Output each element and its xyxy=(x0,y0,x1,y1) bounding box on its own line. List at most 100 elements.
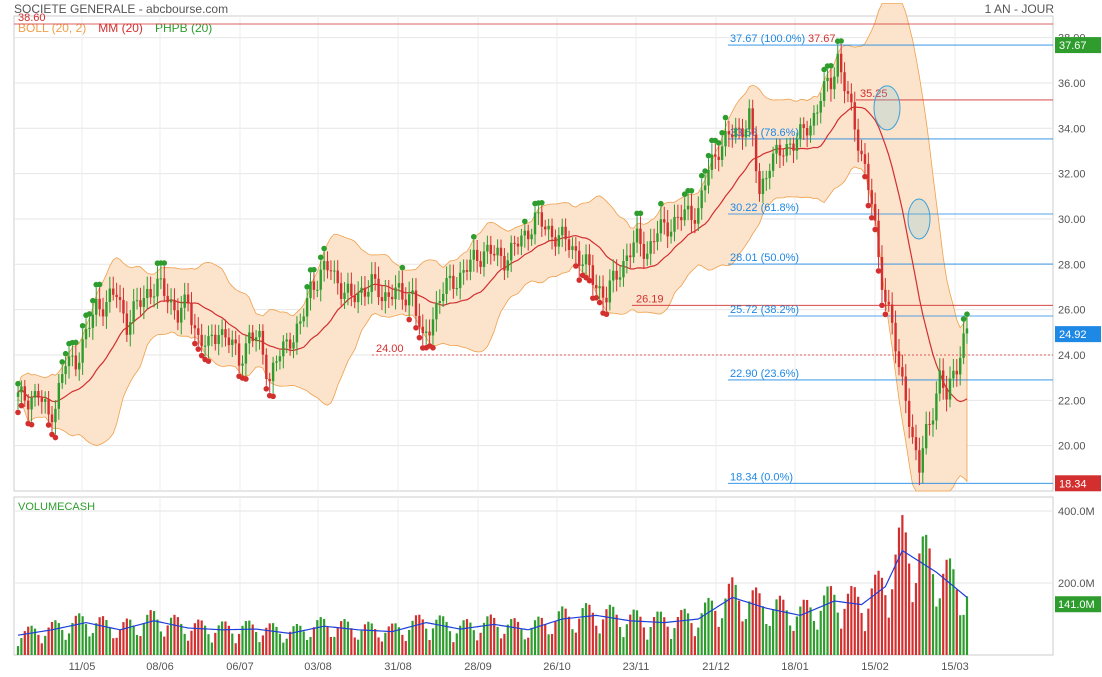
candle-body xyxy=(778,144,782,156)
candle-body xyxy=(673,216,676,232)
candle-body xyxy=(112,288,115,295)
phpb-high-dot xyxy=(470,233,477,240)
volume-bar xyxy=(625,624,628,655)
candle-body xyxy=(591,265,595,286)
volume-bar xyxy=(152,611,156,655)
volume-bar xyxy=(843,608,846,655)
candle-body xyxy=(139,300,142,307)
candle-body xyxy=(234,339,237,344)
volume-bar xyxy=(710,600,713,655)
fib-label: 18.34 (0.0%) xyxy=(730,471,793,483)
volume-bar xyxy=(71,622,74,655)
volume-bar xyxy=(578,618,581,655)
volume-bar xyxy=(186,640,190,655)
volume-bar xyxy=(874,574,877,655)
x-tick-label: 03/08 xyxy=(304,661,332,673)
volume-bar xyxy=(227,625,230,655)
volume-bar xyxy=(891,589,894,655)
volume-bar xyxy=(489,614,492,655)
price-tag-label: 18.34 xyxy=(1059,478,1087,490)
volume-bar xyxy=(812,620,816,655)
candle-body xyxy=(244,343,248,364)
candle-body xyxy=(894,322,897,352)
volume-bar xyxy=(27,626,30,655)
phpb-high-dot xyxy=(304,284,310,290)
phpb-high-dot xyxy=(90,297,96,304)
candle-body xyxy=(550,225,554,238)
volume-bar xyxy=(802,599,805,655)
volume-bar xyxy=(244,621,247,655)
volume-bar xyxy=(261,635,265,655)
volume-bar xyxy=(391,623,394,655)
candle-body xyxy=(411,290,414,295)
volume-bar xyxy=(731,577,734,655)
volume-bar xyxy=(44,635,47,655)
candle-body xyxy=(336,270,339,284)
candle-body xyxy=(785,144,788,156)
candle-body xyxy=(231,339,234,346)
candle-body xyxy=(288,339,292,349)
candle-body xyxy=(91,314,95,328)
candle-body xyxy=(343,292,346,299)
volume-bar xyxy=(615,614,618,655)
phpb-low-dot xyxy=(28,421,35,428)
phpb-low-dot xyxy=(868,214,875,221)
candle-body xyxy=(965,328,969,334)
volume-bar xyxy=(275,626,278,655)
volume-bar xyxy=(819,610,822,655)
volume-bar xyxy=(567,616,571,655)
candle-body xyxy=(61,374,64,383)
candle-body xyxy=(275,361,278,363)
legend-boll[interactable]: BOLL (20, 2) xyxy=(18,21,87,35)
candle-body xyxy=(183,294,186,308)
volume-bar xyxy=(503,633,506,655)
volume-bar xyxy=(210,642,213,655)
volume-bar xyxy=(374,629,377,655)
candle-body xyxy=(870,190,873,205)
volume-bar xyxy=(462,620,465,655)
fib-label: 33.53 (78.6%) xyxy=(730,127,799,139)
candle-body xyxy=(390,296,394,300)
candle-body xyxy=(918,450,921,473)
volume-bar xyxy=(724,598,727,655)
candle-body xyxy=(567,239,571,250)
candle-body xyxy=(557,235,561,247)
legend-phpb[interactable]: PHPB (20) xyxy=(154,21,213,35)
volume-bar xyxy=(149,610,152,655)
candle-body xyxy=(584,254,588,265)
candle-body xyxy=(380,297,384,302)
candle-body xyxy=(799,124,802,140)
candle-body xyxy=(118,297,122,300)
phpb-low-dot xyxy=(243,376,249,382)
volume-bar xyxy=(574,632,577,655)
candle-body xyxy=(632,242,635,258)
candle-body xyxy=(503,255,506,271)
period-label[interactable]: 1 AN - JOUR xyxy=(984,2,1054,16)
volume-bar xyxy=(428,639,431,655)
legend-mm[interactable]: MM (20) xyxy=(98,21,143,35)
candle-body xyxy=(649,241,652,254)
candle-body xyxy=(404,299,407,306)
volume-bar xyxy=(404,641,407,655)
candle-body xyxy=(312,281,316,290)
candle-body xyxy=(788,143,792,145)
phpb-high-dot xyxy=(15,380,21,387)
candle-body xyxy=(30,397,33,410)
volume-bar xyxy=(173,614,176,655)
candle-body xyxy=(513,242,516,244)
candle-body xyxy=(197,328,200,335)
candle-body xyxy=(455,288,458,290)
candle-body xyxy=(581,264,584,266)
candle-body xyxy=(159,278,163,280)
volume-bar xyxy=(493,617,496,655)
volume-bar xyxy=(316,620,319,655)
volume-bar xyxy=(897,527,901,655)
volume-bar xyxy=(513,618,516,655)
phpb-low-dot xyxy=(862,173,868,180)
candle-body xyxy=(523,230,527,236)
candle-body xyxy=(639,228,642,244)
candle-body xyxy=(629,255,632,258)
candle-body xyxy=(27,400,30,410)
price-tag xyxy=(1055,475,1101,492)
candle-body xyxy=(428,331,431,336)
